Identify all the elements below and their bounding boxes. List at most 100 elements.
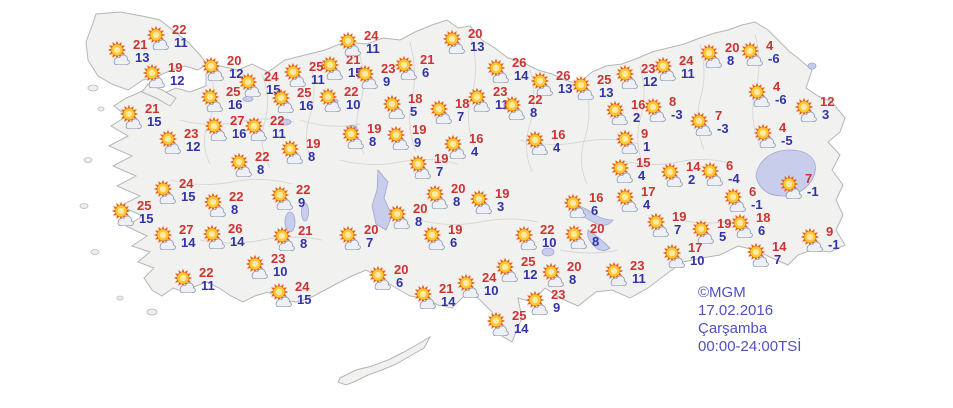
weather-station: 20 6 (367, 263, 408, 290)
weather-station: 9 -1 (799, 225, 840, 252)
weather-station: 22 10 (317, 85, 360, 112)
low-temp: 15 (297, 292, 312, 307)
weather-station: 19 3 (468, 187, 509, 214)
weather-station: 4 -6 (739, 39, 780, 66)
sun-behind-cloud-icon (467, 87, 490, 112)
sun-behind-cloud-icon (740, 41, 763, 66)
low-temp: 11 (681, 66, 695, 81)
sun-behind-cloud-icon (800, 227, 823, 252)
sun-behind-cloud-icon (387, 204, 410, 229)
low-temp: 7 (457, 109, 465, 124)
weather-station: 22 8 (501, 93, 542, 120)
low-temp: 10 (346, 97, 361, 112)
high-temp: 6 (749, 184, 757, 199)
high-temp: 24 (364, 28, 379, 43)
sun-behind-cloud-icon (153, 179, 176, 204)
high-temp: 22 (344, 84, 359, 99)
weather-station: 22 11 (145, 23, 188, 50)
low-temp: 4 (638, 168, 646, 183)
low-temp: 6 (396, 275, 404, 290)
low-temp: 14 (514, 321, 529, 336)
low-temp: 12 (643, 74, 658, 89)
high-temp: 7 (805, 171, 813, 186)
sun-behind-cloud-icon (271, 88, 294, 113)
high-temp: 19 (306, 136, 321, 151)
low-temp: 3 (822, 107, 830, 122)
low-temp: 8 (453, 194, 461, 209)
low-temp: 4 (643, 197, 651, 212)
sun-behind-cloud-icon (610, 158, 633, 183)
low-temp: -4 (728, 171, 740, 186)
high-temp: 25 (226, 84, 241, 99)
low-temp: 11 (201, 278, 215, 293)
low-temp: 8 (530, 105, 538, 120)
high-temp: 20 (468, 26, 483, 41)
high-temp: 21 (298, 223, 313, 238)
high-temp: 17 (641, 184, 656, 199)
weather-station: 25 12 (494, 255, 537, 282)
high-temp: 16 (631, 97, 646, 112)
high-temp: 24 (482, 270, 497, 285)
weather-station: 19 7 (645, 210, 686, 237)
sun-behind-cloud-icon (615, 64, 638, 89)
weather-station: 24 10 (455, 271, 498, 298)
high-temp: 23 (551, 287, 566, 302)
lakes (242, 62, 817, 257)
sun-behind-cloud-icon (153, 225, 176, 250)
sun-behind-cloud-icon (338, 31, 361, 56)
low-temp: -1 (828, 237, 840, 252)
weather-station: 19 8 (279, 137, 320, 164)
low-temp: 10 (690, 253, 705, 268)
low-temp: 15 (139, 211, 154, 226)
sun-behind-cloud-icon (456, 273, 479, 298)
sun-behind-cloud-icon (338, 225, 361, 250)
weather-station: 4 -5 (752, 121, 793, 148)
sun-behind-cloud-icon (283, 62, 306, 87)
weather-station: 20 8 (540, 260, 581, 287)
high-temp: 22 (199, 265, 214, 280)
weather-station: 22 8 (228, 150, 269, 177)
low-temp: -3 (671, 107, 683, 122)
low-temp: 6 (450, 235, 458, 250)
high-temp: 19 (448, 222, 463, 237)
low-temp: 13 (470, 39, 485, 54)
low-temp: 14 (441, 294, 456, 309)
high-temp: 22 (172, 22, 187, 37)
low-temp: 9 (298, 195, 306, 210)
sun-behind-cloud-icon (394, 55, 417, 80)
sun-behind-cloud-icon (604, 261, 627, 286)
weather-station: 21 13 (106, 38, 149, 65)
high-temp: 20 (451, 181, 466, 196)
weather-station: 18 6 (729, 211, 770, 238)
sun-behind-cloud-icon (429, 99, 452, 124)
high-temp: 19 (412, 122, 427, 137)
high-temp: 22 (540, 222, 555, 237)
sun-behind-cloud-icon (368, 265, 391, 290)
high-temp: 22 (229, 189, 244, 204)
low-temp: 8 (257, 162, 265, 177)
high-temp: 27 (179, 222, 194, 237)
gallipoli-peninsula (141, 83, 177, 107)
sun-behind-cloud-icon (660, 162, 683, 187)
high-temp: 19 (495, 186, 510, 201)
low-temp: 13 (135, 50, 150, 65)
sun-behind-cloud-icon (245, 254, 268, 279)
low-temp: 16 (299, 98, 314, 113)
weather-station: 22 10 (513, 223, 556, 250)
high-temp: 23 (381, 61, 396, 76)
sun-behind-cloud-icon (119, 104, 142, 129)
high-temp: 19 (717, 216, 732, 231)
sun-behind-cloud-icon (269, 282, 292, 307)
sun-behind-cloud-icon (571, 75, 594, 100)
high-temp: 25 (297, 85, 312, 100)
sun-behind-cloud-icon (495, 257, 518, 282)
weather-station: 22 8 (202, 190, 243, 217)
sun-behind-cloud-icon (723, 187, 746, 212)
weather-station: 8 -3 (642, 95, 683, 122)
weather-station: 25 13 (570, 73, 613, 100)
high-temp: 24 (679, 53, 694, 68)
low-temp: 11 (174, 35, 188, 50)
sun-behind-cloud-icon (502, 95, 525, 120)
sun-behind-cloud-icon (408, 154, 431, 179)
high-temp: 14 (772, 239, 787, 254)
